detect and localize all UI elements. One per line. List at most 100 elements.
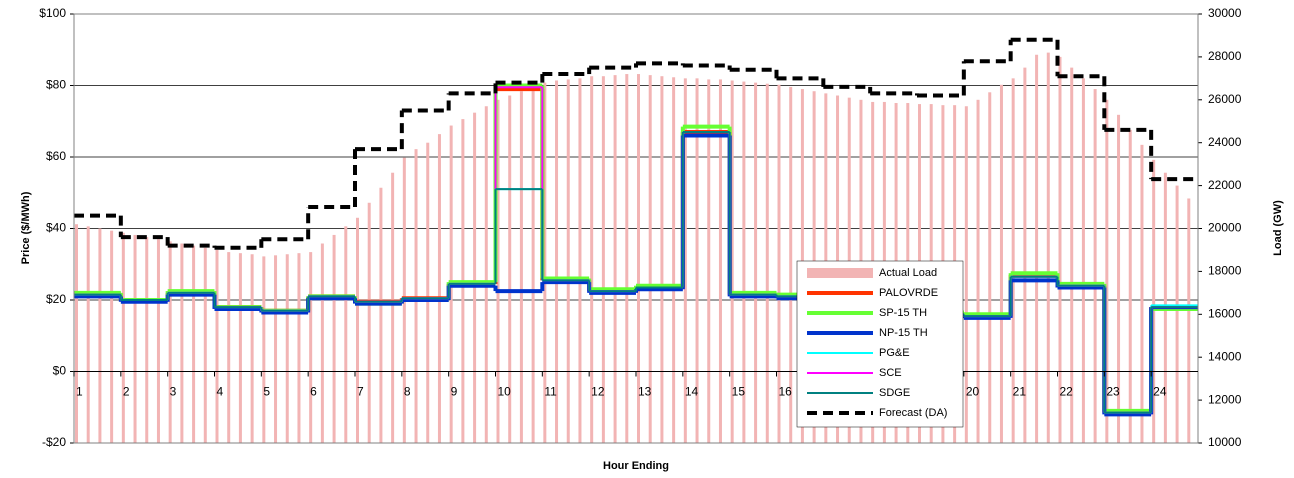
load-bar [1023, 67, 1027, 443]
legend-label: Actual Load [879, 267, 937, 279]
load-bar [320, 243, 324, 443]
load-bar [660, 76, 664, 443]
load-bar [519, 91, 523, 443]
load-bar [227, 252, 231, 443]
y2-tick-label: 10000 [1208, 435, 1242, 449]
x-tick-label: 24 [1153, 385, 1167, 399]
load-bar [344, 226, 348, 443]
load-bar [1011, 78, 1015, 443]
legend-label: SCE [879, 367, 902, 379]
load-bar [718, 79, 722, 444]
plot-frame [73, 13, 1199, 444]
legend-swatch [807, 268, 873, 278]
y-axis-title: Price ($/MWh) [20, 191, 32, 264]
legend-box [796, 260, 964, 428]
y2-axis-title: Load (GW) [1272, 200, 1284, 256]
x-tick-label: 13 [638, 385, 652, 399]
load-bar [203, 247, 207, 443]
load-bar [98, 228, 102, 443]
load-bar [1105, 99, 1109, 444]
x-tick-label: 9 [451, 385, 458, 399]
load-bar [1070, 67, 1074, 443]
legend-label: Forecast (DA) [879, 407, 947, 419]
load-bar [426, 142, 430, 443]
load-bar [555, 80, 559, 444]
x-axis-title: Hour Ending [603, 460, 669, 472]
y-tick-label: $60 [46, 149, 66, 163]
grid [74, 13, 1198, 444]
load-bar [578, 78, 582, 443]
legend-label: NP-15 TH [879, 327, 928, 339]
load-bar [1140, 144, 1144, 443]
load-bar [309, 252, 313, 443]
x-tick-label: 12 [591, 385, 605, 399]
load-bar [695, 78, 699, 443]
y2-tick-label: 16000 [1208, 306, 1242, 320]
load-bar [145, 237, 149, 443]
x-tick-label: 21 [1013, 385, 1027, 399]
load-bar [379, 187, 383, 443]
load-bar [1128, 129, 1132, 443]
legend-label: SDGE [879, 387, 910, 399]
load-bar [590, 76, 594, 443]
y-tick-label: $80 [46, 78, 66, 92]
load-bar [508, 95, 512, 443]
load-bar [730, 80, 734, 444]
load-bar [964, 106, 968, 444]
y2-tick-label: 14000 [1208, 349, 1242, 363]
step-series [74, 86, 1198, 414]
x-tick-label: 2 [123, 385, 130, 399]
y2-tick-label: 22000 [1208, 178, 1242, 192]
step-series [74, 83, 1198, 413]
load-bar [754, 82, 758, 443]
load-bar [1081, 78, 1085, 443]
load-bar [110, 230, 114, 443]
load-bar [414, 149, 418, 443]
load-bar [391, 172, 395, 444]
load-bar [988, 92, 992, 443]
load-bar [86, 226, 90, 443]
x-tick-label: 4 [217, 385, 224, 399]
x-tick-label: 22 [1060, 385, 1074, 399]
legend: Actual Load PALOVRDE SP-15 TH NP-15 TH PG&E S… [796, 260, 964, 428]
load-bar [180, 243, 184, 443]
y2-tick-label: 24000 [1208, 135, 1242, 149]
load-bar [250, 254, 254, 443]
load-bar [274, 255, 278, 443]
load-bar [648, 75, 652, 443]
load-bar [1152, 159, 1156, 444]
load-bar [566, 79, 570, 444]
load-bar [672, 77, 676, 443]
load-bar [1093, 89, 1097, 443]
load-bar [156, 239, 160, 443]
x-tick-label: 8 [404, 385, 411, 399]
load-bar [999, 84, 1003, 443]
load-bar [437, 134, 441, 443]
x-tick-label: 16 [779, 385, 793, 399]
load-bar [613, 75, 617, 443]
load-bar [543, 82, 547, 443]
load-bar [192, 245, 196, 443]
load-bar [637, 74, 640, 443]
y2-tick-label: 12000 [1208, 392, 1242, 406]
load-bar [789, 86, 793, 444]
load-bar [367, 202, 371, 443]
load-bar [601, 76, 605, 443]
load-bar [765, 83, 769, 444]
x-tick-label: 6 [310, 385, 317, 399]
load-bar [215, 249, 219, 443]
load-bar [1035, 54, 1039, 443]
y-tick-label: $100 [39, 6, 66, 20]
load-bar [625, 74, 629, 443]
y-tick-label: $0 [53, 364, 67, 378]
load-bar [1046, 52, 1050, 444]
y2-tick-label: 20000 [1208, 221, 1242, 235]
load-bar [332, 234, 336, 443]
load-bar [473, 112, 477, 444]
load-bar [238, 253, 242, 443]
y2-tick-label: 18000 [1208, 264, 1242, 278]
x-tick-label: 23 [1106, 385, 1120, 399]
x-tick-label: 3 [170, 385, 177, 399]
